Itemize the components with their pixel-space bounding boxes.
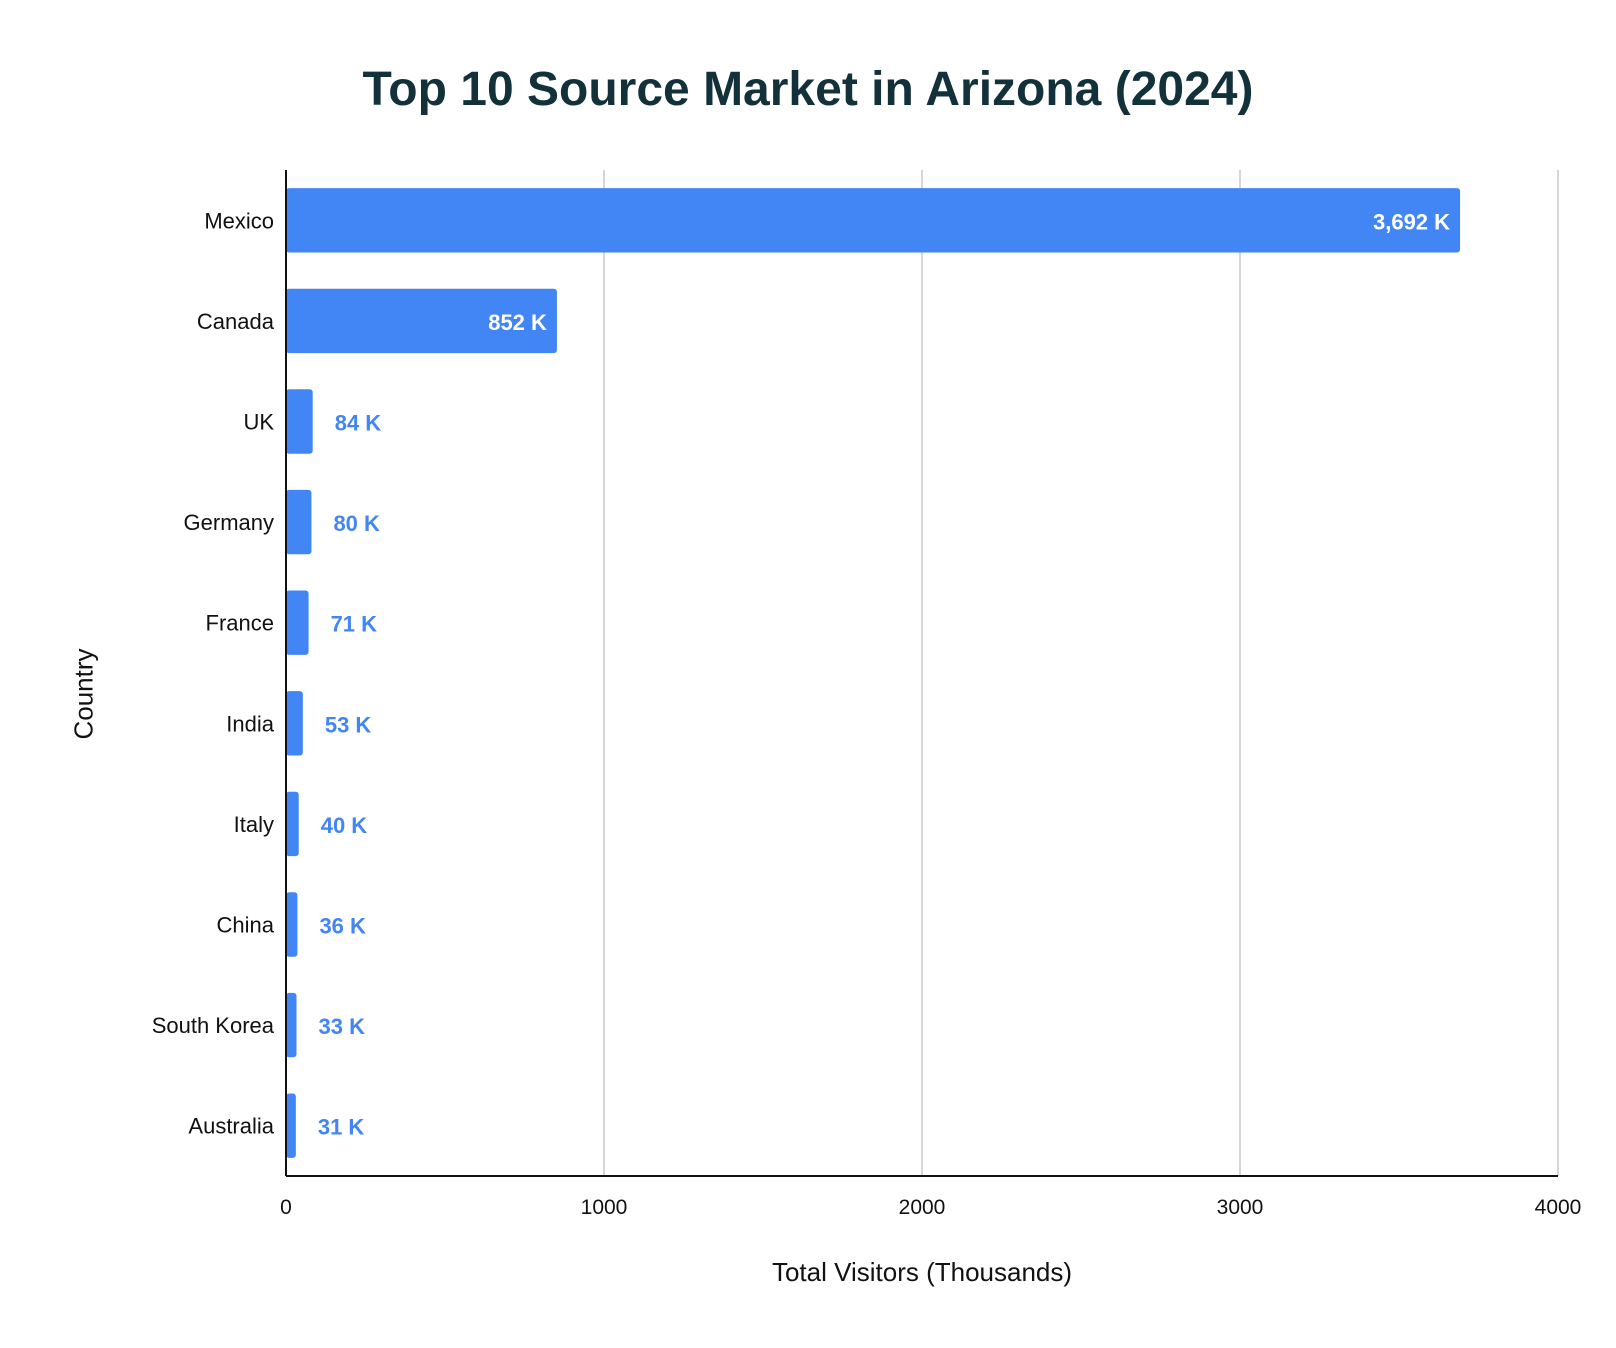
data-label: 71 K <box>331 612 378 637</box>
y-category-label: China <box>217 913 275 938</box>
y-category-label: Germany <box>184 510 274 535</box>
data-label: 53 K <box>325 712 372 737</box>
bar <box>286 691 303 756</box>
y-axis-title: Country <box>68 648 99 740</box>
x-tick-label: 1000 <box>581 1196 628 1219</box>
data-label: 40 K <box>321 813 368 838</box>
x-tick-label: 2000 <box>899 1196 946 1219</box>
bar <box>286 288 557 354</box>
bar <box>286 590 309 655</box>
data-label: 80 K <box>333 511 380 536</box>
data-label: 84 K <box>335 411 382 436</box>
y-category-label: France <box>206 611 274 636</box>
data-label: 36 K <box>319 914 366 939</box>
y-category-label: Canada <box>197 309 275 334</box>
x-tick-label: 3000 <box>1217 1196 1264 1219</box>
bar <box>286 489 312 555</box>
bar <box>286 188 1461 253</box>
x-axis-title: Total Visitors (Thousands) <box>771 1257 1073 1287</box>
y-category-label: Australia <box>188 1114 274 1139</box>
x-tick-label: 4000 <box>1535 1196 1582 1219</box>
bar <box>286 791 299 857</box>
y-category-label: UK <box>243 410 274 435</box>
bar <box>286 992 297 1058</box>
chart-title: Top 10 Source Market in Arizona (2024) <box>362 63 1254 116</box>
y-category-label: Italy <box>234 812 274 837</box>
x-tick-label: 0 <box>280 1196 292 1219</box>
data-label: 852 K <box>488 310 547 335</box>
data-label: 31 K <box>318 1115 365 1140</box>
y-category-label: India <box>226 711 274 736</box>
bar <box>286 1093 296 1158</box>
data-label: 33 K <box>318 1014 365 1039</box>
bar <box>286 892 298 957</box>
y-category-label: South Korea <box>152 1013 275 1038</box>
bar <box>286 389 313 454</box>
data-label: 3,692 K <box>1373 209 1450 234</box>
y-category-label: Mexico <box>204 208 274 233</box>
